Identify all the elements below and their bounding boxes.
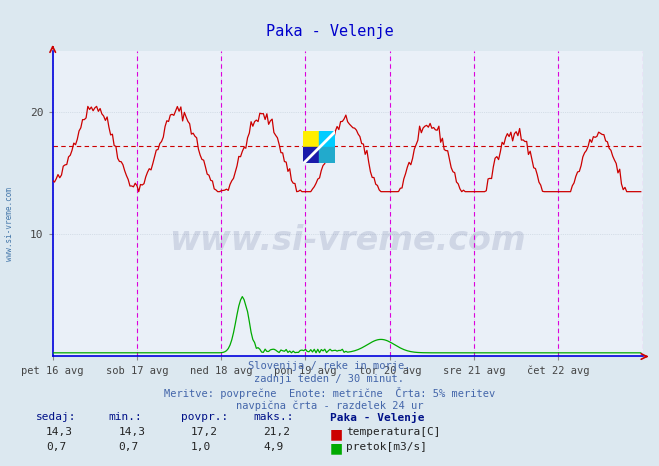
Text: Slovenija / reke in morje.: Slovenija / reke in morje.: [248, 361, 411, 371]
Bar: [320, 131, 335, 147]
Text: 14,3: 14,3: [46, 427, 73, 437]
Bar: [303, 147, 320, 164]
Text: Paka - Velenje: Paka - Velenje: [330, 412, 424, 424]
Text: 0,7: 0,7: [46, 442, 67, 452]
Bar: [320, 147, 335, 164]
Text: maks.:: maks.:: [254, 412, 294, 422]
Text: navpična črta - razdelek 24 ur: navpična črta - razdelek 24 ur: [236, 400, 423, 411]
Text: 1,0: 1,0: [191, 442, 212, 452]
Text: www.si-vreme.com: www.si-vreme.com: [169, 224, 526, 257]
Text: 14,3: 14,3: [119, 427, 146, 437]
Text: ■: ■: [330, 427, 343, 441]
Bar: [303, 131, 320, 147]
Text: 21,2: 21,2: [264, 427, 291, 437]
Text: Meritve: povprečne  Enote: metrične  Črta: 5% meritev: Meritve: povprečne Enote: metrične Črta:…: [164, 387, 495, 399]
Text: www.si-vreme.com: www.si-vreme.com: [5, 187, 14, 260]
Text: 17,2: 17,2: [191, 427, 218, 437]
Text: ■: ■: [330, 442, 343, 456]
Text: min.:: min.:: [109, 412, 142, 422]
Text: zadnji teden / 30 minut.: zadnji teden / 30 minut.: [254, 374, 405, 384]
Text: sedaj:: sedaj:: [36, 412, 76, 422]
Text: povpr.:: povpr.:: [181, 412, 229, 422]
Text: 0,7: 0,7: [119, 442, 139, 452]
Text: pretok[m3/s]: pretok[m3/s]: [346, 442, 427, 452]
Text: temperatura[C]: temperatura[C]: [346, 427, 440, 437]
Text: 4,9: 4,9: [264, 442, 284, 452]
Text: Paka - Velenje: Paka - Velenje: [266, 24, 393, 39]
